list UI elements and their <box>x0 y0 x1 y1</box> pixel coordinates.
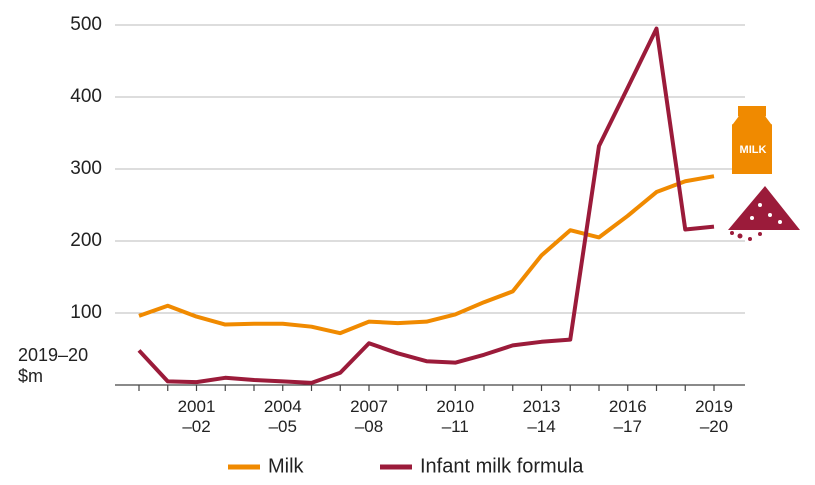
legend-label: Infant milk formula <box>420 455 584 477</box>
lines <box>137 26 715 385</box>
legend-label: Milk <box>268 455 305 477</box>
legend-item: Infant milk formula <box>380 455 584 477</box>
powder-icon <box>728 186 800 241</box>
legend-item: Milk <box>228 455 305 477</box>
y-tick-label: 300 <box>70 158 102 179</box>
x-tick-label: 2013 –14 <box>522 397 561 436</box>
y-tick-label: 100 <box>70 302 102 323</box>
y-tick-label: 200 <box>70 230 102 251</box>
x-tick-label: 2001 –02 <box>177 397 216 436</box>
x-tick-label: 2016 –17 <box>608 397 647 436</box>
series-line <box>138 174 715 336</box>
y-axis-label: 2019–20 $m <box>18 345 89 386</box>
x-tick-label: 2010 –11 <box>436 397 475 436</box>
x-tick-label: 2007 –08 <box>350 397 388 436</box>
y-tick-label: 400 <box>70 86 102 107</box>
series-line <box>137 26 715 385</box>
x-tick-label: 2019 –20 <box>695 397 733 436</box>
icon-label: MILK <box>740 144 767 156</box>
y-tick-label: 500 <box>70 14 102 35</box>
milk-icon: MILK <box>731 106 773 174</box>
x-tick-label: 2004 –05 <box>263 397 302 436</box>
